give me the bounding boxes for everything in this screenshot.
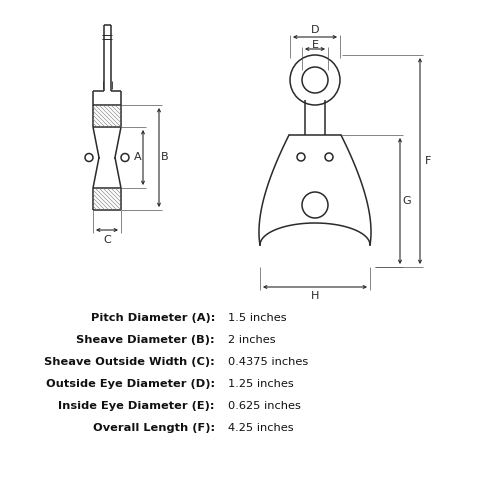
Text: C: C bbox=[103, 235, 111, 245]
Text: Sheave Diameter (B):: Sheave Diameter (B): bbox=[76, 335, 215, 345]
Text: 4.25 inches: 4.25 inches bbox=[228, 423, 294, 433]
Text: A: A bbox=[134, 152, 142, 162]
Text: D: D bbox=[311, 25, 320, 35]
Text: 0.625 inches: 0.625 inches bbox=[228, 401, 301, 411]
Text: Sheave Outside Width (C):: Sheave Outside Width (C): bbox=[44, 357, 215, 367]
Text: Outside Eye Diameter (D):: Outside Eye Diameter (D): bbox=[46, 379, 215, 389]
Text: Overall Length (F):: Overall Length (F): bbox=[93, 423, 215, 433]
Text: Pitch Diameter (A):: Pitch Diameter (A): bbox=[90, 313, 215, 323]
Text: B: B bbox=[161, 152, 169, 162]
Text: F: F bbox=[425, 156, 431, 166]
Text: 2 inches: 2 inches bbox=[228, 335, 276, 345]
Text: H: H bbox=[311, 291, 319, 301]
Text: 1.5 inches: 1.5 inches bbox=[228, 313, 286, 323]
Text: G: G bbox=[402, 196, 411, 206]
Text: Inside Eye Diameter (E):: Inside Eye Diameter (E): bbox=[58, 401, 215, 411]
Text: E: E bbox=[312, 40, 318, 50]
Text: 0.4375 inches: 0.4375 inches bbox=[228, 357, 308, 367]
Text: 1.25 inches: 1.25 inches bbox=[228, 379, 294, 389]
